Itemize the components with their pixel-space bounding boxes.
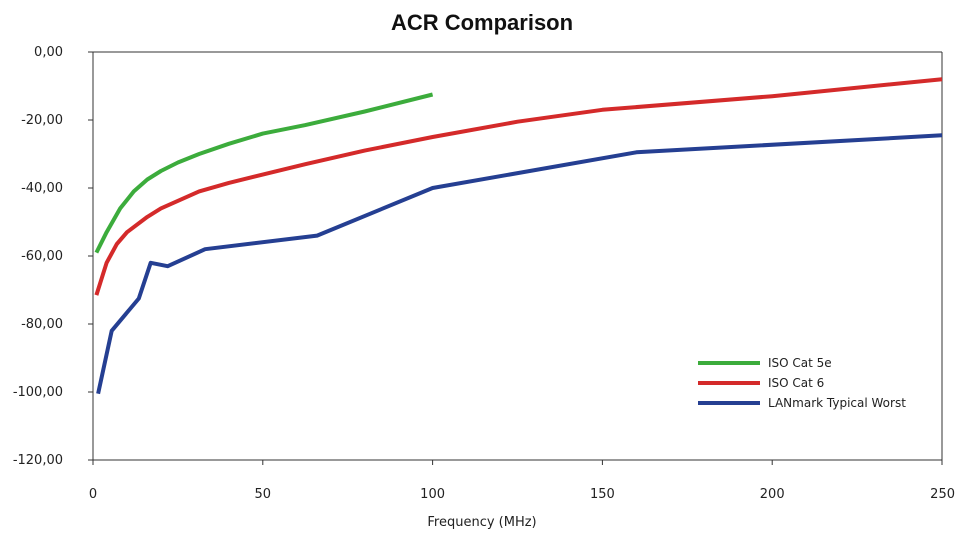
series-line-3 xyxy=(96,133,943,395)
series-line-2 xyxy=(94,77,943,296)
y-tick-label: -120,00 xyxy=(13,453,63,468)
y-tick-labels: 0,00 -20,00 -40,00 -60,00 -80,00 -100,00 -120,… xyxy=(13,45,93,468)
chart-title: ACR Comparison xyxy=(391,10,573,35)
y-tick-label: -80,00 xyxy=(21,317,63,332)
x-tick-label: 200 xyxy=(760,487,785,502)
y-tick-label: -60,00 xyxy=(21,249,63,264)
x-tick-label: 50 xyxy=(255,487,272,502)
x-axis-label: Frequency (MHz) xyxy=(427,515,536,530)
legend-label: ISO Cat 5e xyxy=(768,356,832,370)
y-tick-label: -20,00 xyxy=(21,113,63,128)
legend-label: LANmark Typical Worst xyxy=(768,396,906,410)
x-tick-labels: 0 50 100 150 200 250 xyxy=(89,460,955,502)
y-tick-label: 0,00 xyxy=(34,45,63,60)
y-tick-label: -100,00 xyxy=(13,385,63,400)
x-tick-label: 0 xyxy=(89,487,97,502)
legend: ISO Cat 5e ISO Cat 6 LANmark Typical Worst xyxy=(698,356,906,410)
x-tick-label: 100 xyxy=(420,487,445,502)
legend-label: ISO Cat 6 xyxy=(768,376,824,390)
series-line-1 xyxy=(94,92,434,254)
x-tick-label: 250 xyxy=(930,487,955,502)
series-lines xyxy=(94,77,943,395)
x-tick-label: 150 xyxy=(590,487,615,502)
y-tick-label: -40,00 xyxy=(21,181,63,196)
